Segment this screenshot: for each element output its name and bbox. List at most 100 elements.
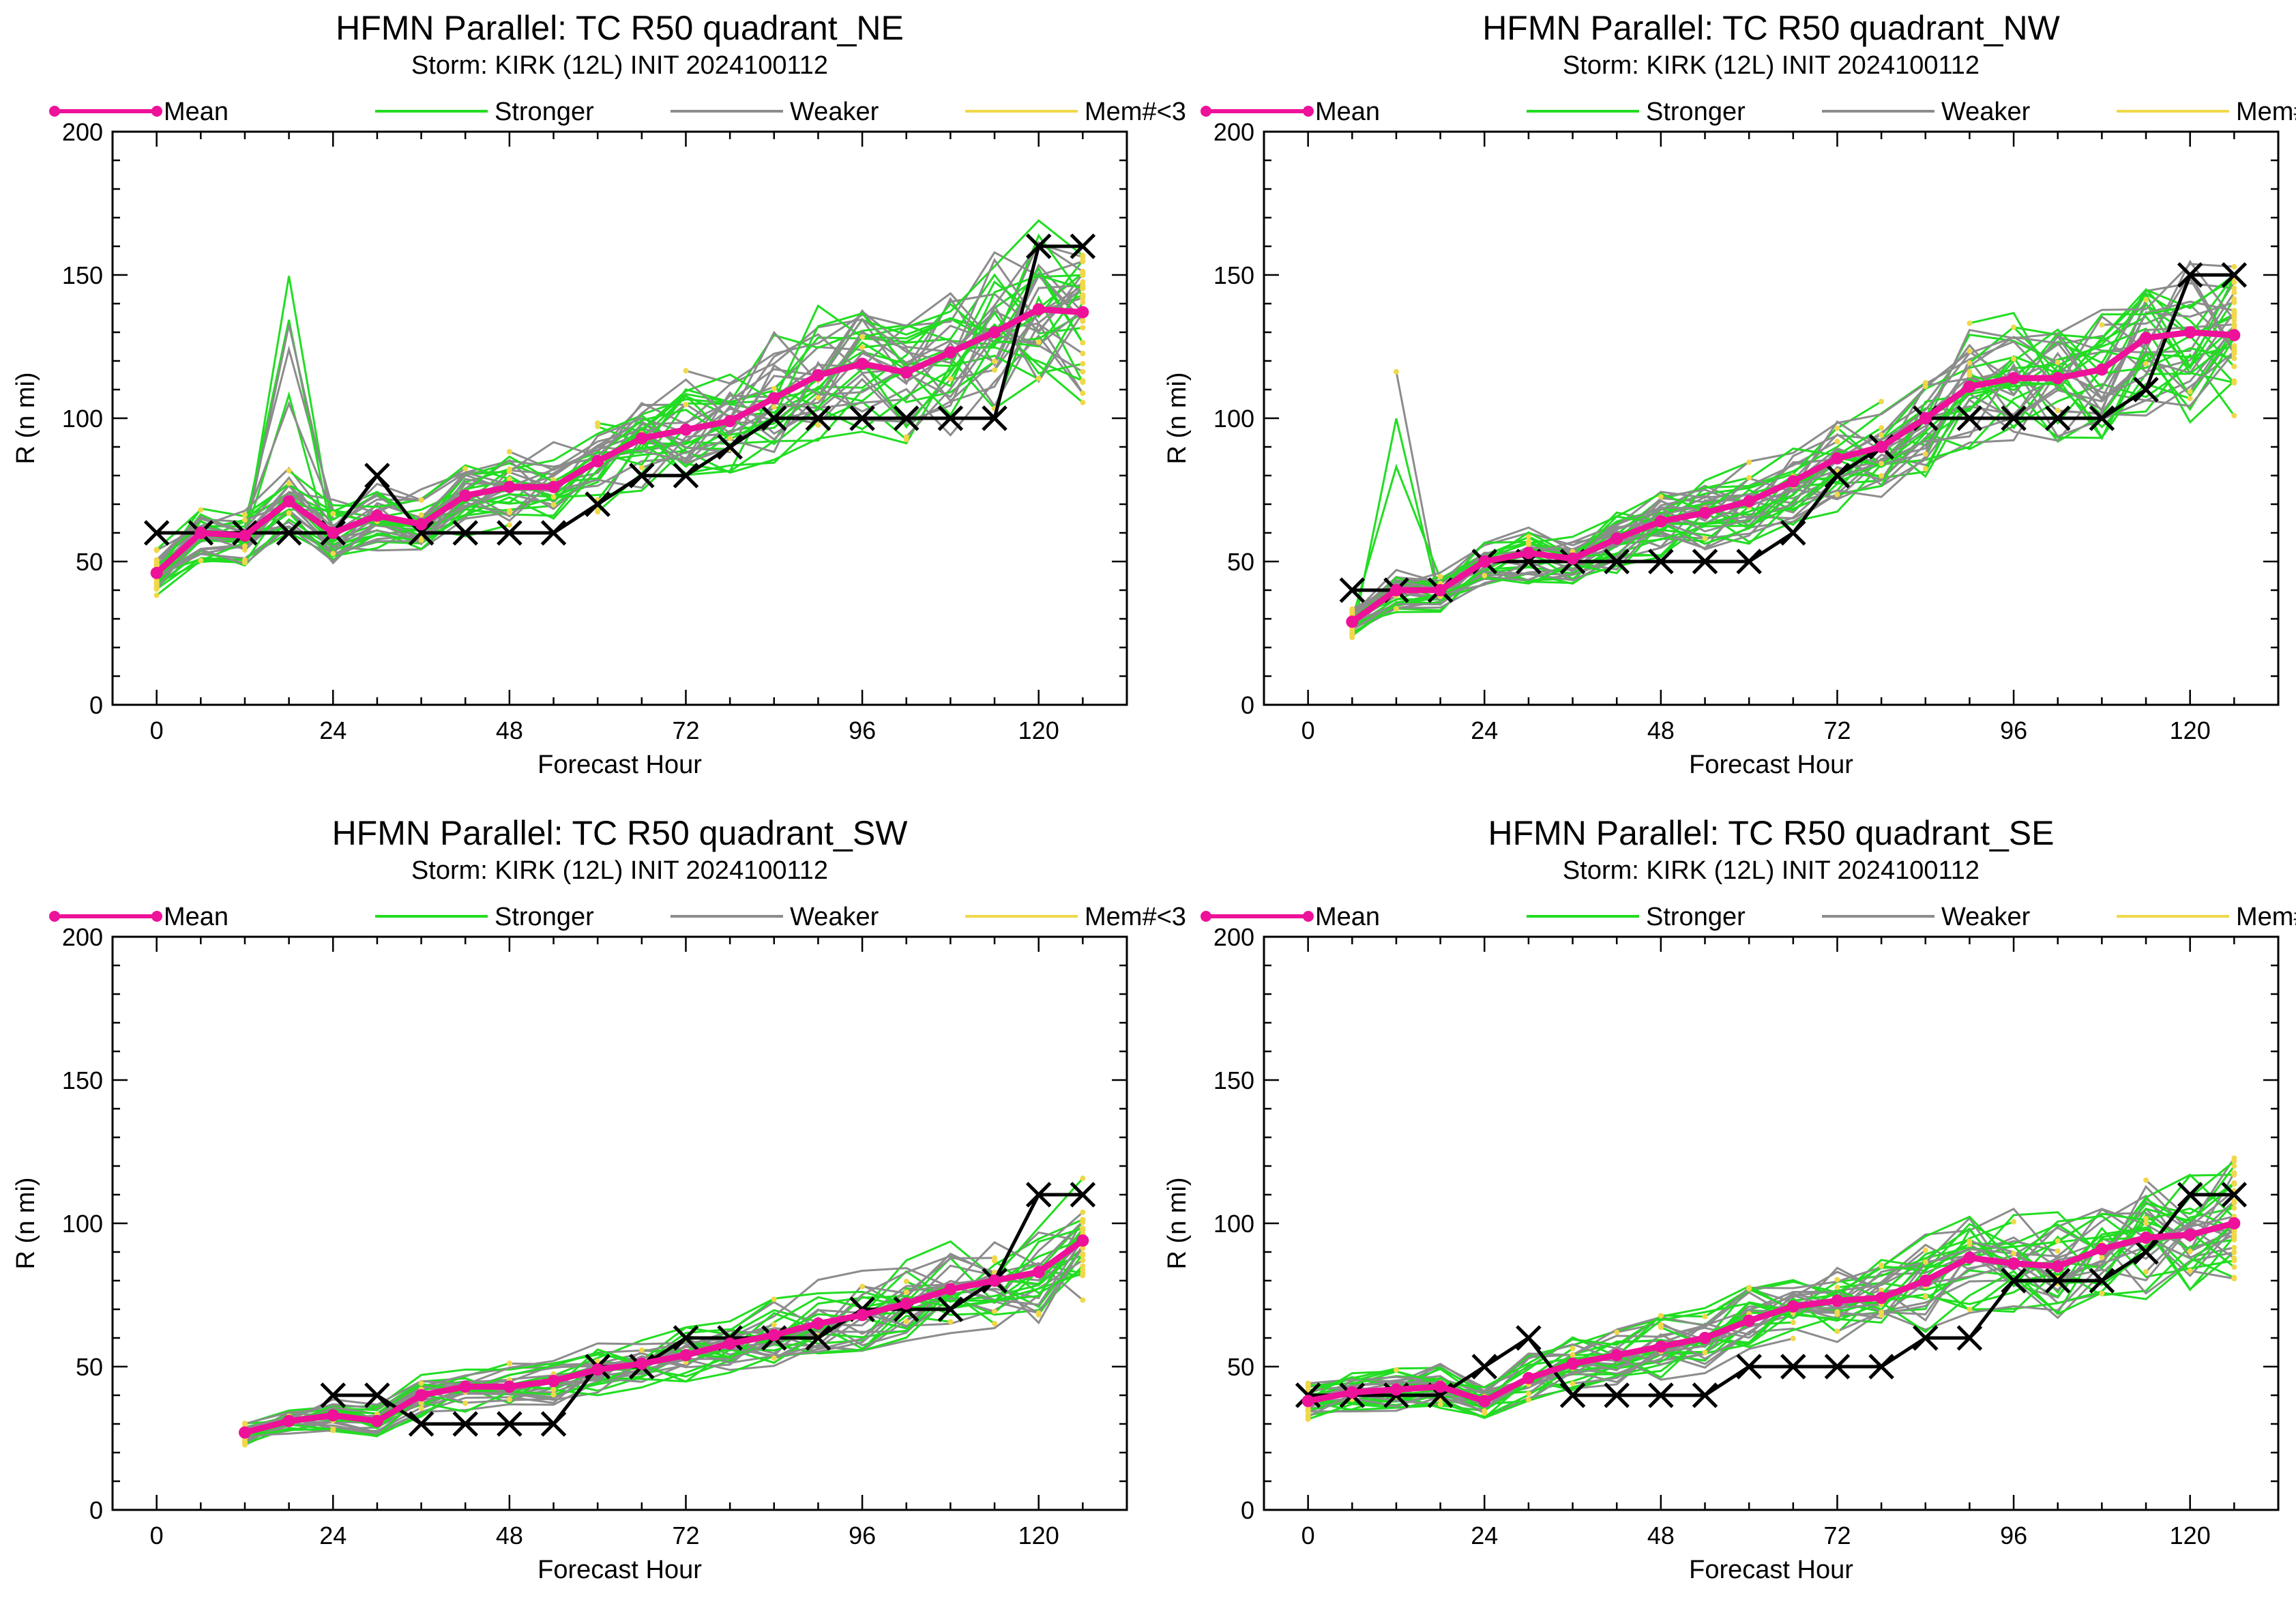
ensemble-member-line [597,219,1084,463]
y-axis-label: R (n mi) [1163,1177,1192,1269]
best-track-marker [937,1296,964,1322]
axis-ticks [1264,935,2278,1511]
few-member-point [1879,1312,1885,1318]
few-member-point [2231,413,2237,419]
ensemble-member-line [1307,1254,1970,1410]
few-member-point [2143,361,2149,367]
few-member-point [771,1296,777,1302]
few-member-point [1035,375,1042,381]
ensemble-member-line [1439,459,1838,598]
ensemble-member-line [1351,259,2235,616]
x-tick-label: 48 [1647,1521,1675,1549]
few-member-point [506,1396,512,1402]
mean-point [2051,1260,2064,1272]
best-track-marker [2001,405,2027,431]
few-member-point [418,537,424,543]
mean-point [1654,1340,1667,1353]
best-track-marker [2133,1239,2159,1265]
x-tick-label: 48 [496,716,523,744]
best-track-line [333,1193,1083,1426]
best-track-marker [364,1382,390,1408]
mean-point [812,1317,825,1330]
few-member-point [771,1322,777,1328]
x-tick-label: 120 [2170,716,2211,744]
few-member-point [1393,368,1399,375]
ensemble-member-line [244,274,1083,528]
mean-point [1919,1275,1932,1287]
x-tick-label: 72 [672,716,699,744]
mean-point [767,392,780,405]
best-track-marker [452,520,478,546]
legend-marker [49,911,60,922]
y-tick-label: 100 [1213,405,1254,433]
mean-point [2140,332,2153,345]
few-member-point [1080,399,1086,405]
few-member-point [286,480,292,486]
legend-marker [1303,911,1314,922]
best-track-marker [585,491,610,517]
few-member-point [2143,1269,2149,1275]
mean-point [679,1349,692,1362]
few-member-point [506,468,512,474]
best-track-marker [805,1325,831,1351]
few-member-point [153,547,160,553]
few-member-point [2231,321,2237,327]
y-tick-label: 100 [62,1210,103,1238]
few-member-point [1922,465,1928,471]
few-member-point [2231,1170,2237,1176]
best-track-marker [1692,549,1718,574]
few-member-points [153,252,1086,598]
x-axis-label: Forecast Hour [538,1556,702,1584]
few-member-point [1080,390,1086,396]
x-tick-label: 120 [1018,716,1059,744]
few-member-point [2011,1251,2017,1257]
few-member-point [462,1400,469,1406]
axis-ticks [113,935,1127,1511]
ensemble-member-line [1440,1227,2235,1419]
mean-point [1831,452,1844,465]
few-member-point [241,517,248,523]
best-track-marker [1070,1182,1096,1208]
mean-point [415,1389,428,1401]
few-member-point [2231,364,2237,370]
few-member-point [330,551,336,557]
ensemble-member-line [1660,263,2235,508]
few-member-point [1834,425,1840,431]
few-member-point [1080,340,1086,346]
few-member-point [1080,378,1086,384]
best-track-marker [320,1382,347,1408]
ensemble-member-line [1308,1240,2235,1411]
y-tick-label: 200 [1213,923,1254,951]
best-track-marker [1648,1382,1674,1408]
ensemble-member-line [1969,274,2235,392]
few-member-point [2011,1219,2017,1225]
chart-subtitle: Storm: KIRK (12L) INIT 2024100112 [1563,51,1979,80]
mean-point [767,1328,780,1341]
mean-series [238,1234,1089,1439]
few-member-point [1879,425,1885,431]
chart-panel-0: HFMN Parallel: TC R50 quadrant_NE Storm: … [12,9,1186,779]
few-member-point [2231,263,2237,270]
best-track-series [1295,1182,2248,1408]
few-member-point [595,424,601,430]
best-track-marker [1824,1354,1851,1380]
few-member-point [2143,1220,2149,1226]
mean-point [547,1375,560,1387]
best-track-marker [1780,520,1806,546]
legend-label: Stronger [495,98,594,126]
best-track-marker [1339,577,1366,603]
legend-label: Stronger [1646,903,1746,931]
ensemble-member-line [156,509,202,551]
few-member-point [1967,1307,1973,1313]
plot-frame [1263,130,2280,706]
few-member-point [2055,360,2061,366]
best-track-marker [761,405,787,431]
best-track-marker [2044,1268,2071,1294]
few-member-point [2231,1205,2237,1211]
best-track-marker [1913,1325,1939,1351]
few-member-point [2231,1181,2237,1187]
few-member-point [330,510,336,516]
chart-title: HFMN Parallel: TC R50 quadrant_NE [336,9,904,47]
few-member-point [2187,1249,2193,1255]
few-member-point [1080,1219,1086,1225]
